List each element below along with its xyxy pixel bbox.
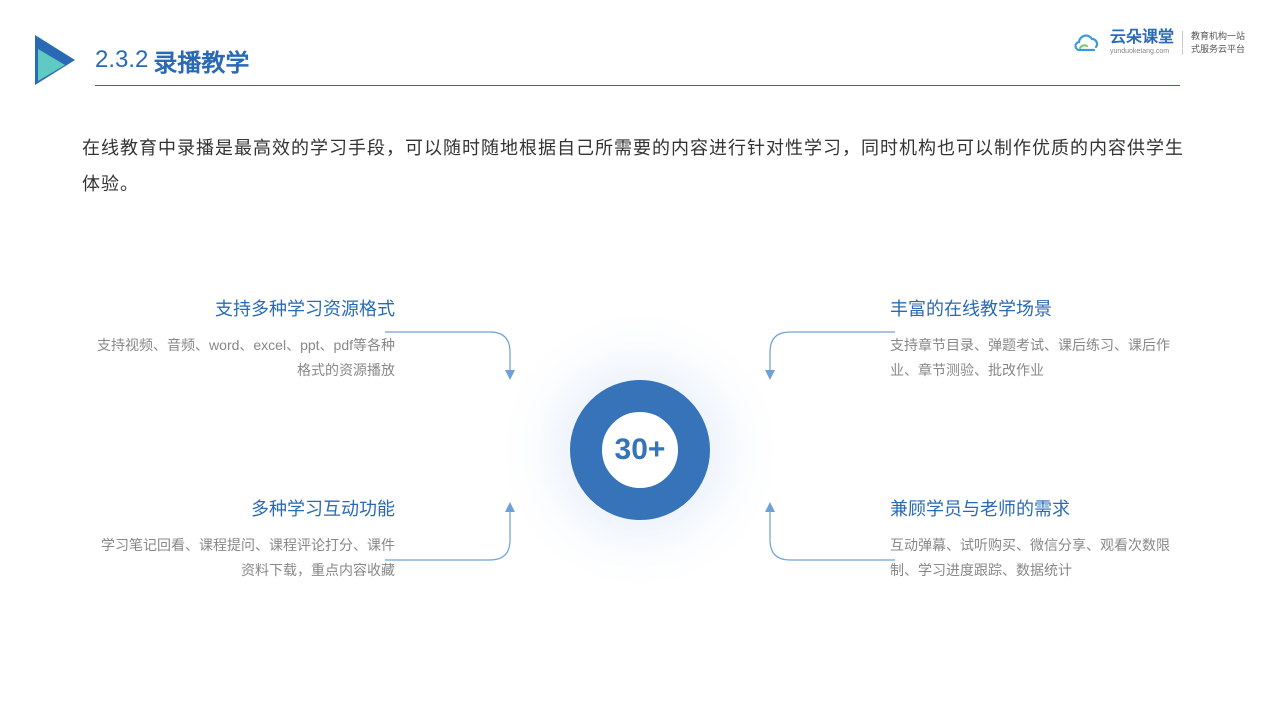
feature-bottom-left: 多种学习互动功能 学习笔记回看、课程提问、课程评论打分、课件资料下载，重点内容收…	[95, 495, 395, 583]
feature-bottom-right: 兼顾学员与老师的需求 互动弹幕、试听购买、微信分享、观看次数限制、学习进度跟踪、…	[890, 495, 1190, 583]
feature-desc: 学习笔记回看、课程提问、课程评论打分、课件资料下载，重点内容收藏	[95, 533, 395, 583]
logo-tagline: 教育机构一站 式服务云平台	[1191, 30, 1245, 55]
logo-brand: 云朵课堂	[1110, 30, 1174, 46]
play-icon	[35, 35, 80, 85]
feature-title: 丰富的在线教学场景	[890, 295, 1190, 321]
title-underline	[95, 85, 1180, 86]
logo-domain: yunduoketang.com	[1110, 48, 1174, 55]
feature-title: 支持多种学习资源格式	[95, 295, 395, 321]
center-value: 30+	[615, 433, 666, 467]
feature-diagram: 30+ 支持多种学习资源格式 支持视频、音频、word、excel、ppt、pd…	[0, 250, 1280, 650]
center-badge: 30+	[500, 310, 780, 590]
feature-top-right: 丰富的在线教学场景 支持章节目录、弹题考试、课后练习、课后作业、章节测验、批改作…	[890, 295, 1190, 383]
logo-divider	[1182, 31, 1183, 55]
feature-desc: 支持章节目录、弹题考试、课后练习、课后作业、章节测验、批改作业	[890, 333, 1190, 383]
feature-title: 兼顾学员与老师的需求	[890, 495, 1190, 521]
feature-desc: 互动弹幕、试听购买、微信分享、观看次数限制、学习进度跟踪、数据统计	[890, 533, 1190, 583]
intro-text: 在线教育中录播是最高效的学习手段，可以随时随地根据自己所需要的内容进行针对性学习…	[82, 130, 1198, 202]
cloud-icon	[1074, 33, 1102, 53]
feature-top-left: 支持多种学习资源格式 支持视频、音频、word、excel、ppt、pdf等各种…	[95, 295, 395, 383]
section-title: 录播教学	[153, 43, 249, 78]
brand-logo: 云朵课堂 yunduoketang.com 教育机构一站 式服务云平台	[1074, 30, 1245, 55]
feature-desc: 支持视频、音频、word、excel、ppt、pdf等各种格式的资源播放	[95, 333, 395, 383]
section-number: 2.3.2	[95, 46, 148, 74]
feature-title: 多种学习互动功能	[95, 495, 395, 521]
